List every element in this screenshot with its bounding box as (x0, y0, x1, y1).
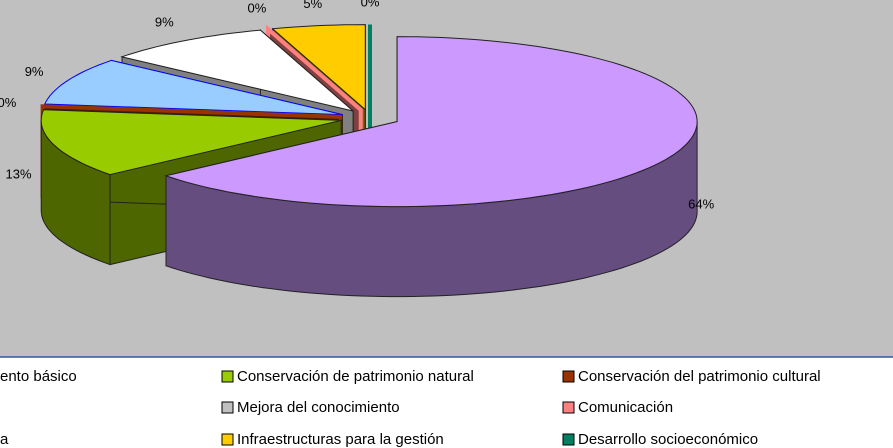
legend-label: Infraestructuras para la gestión (237, 431, 444, 448)
legend-label: ento básico (0, 368, 77, 385)
data-label: 0% (361, 0, 380, 10)
legend-swatch (221, 401, 234, 414)
slice-face (164, 36, 698, 208)
legend-label: Conservación del patrimonio cultural (578, 368, 821, 385)
legend-label: Comunicación (578, 399, 673, 416)
legend-swatch (562, 370, 575, 383)
legend-label: Desarrollo socioeconómico (578, 431, 758, 448)
legend-label: Conservación de patrimonio natural (237, 368, 474, 385)
data-label: 9% (155, 15, 174, 30)
legend-label: Mejora del conocimiento (237, 399, 400, 416)
data-label: 64% (688, 197, 714, 212)
data-label: 0% (248, 0, 267, 15)
legend-area (0, 357, 893, 448)
legend-swatch (221, 433, 234, 446)
legend-swatch (562, 401, 575, 414)
data-label: 5% (303, 0, 322, 11)
slice-face (120, 29, 354, 112)
pie-slice (164, 36, 698, 298)
legend-swatch (562, 433, 575, 446)
slice-face (40, 109, 342, 176)
data-label: 0% (0, 95, 17, 110)
slice-face (44, 59, 343, 116)
legend-swatch (221, 370, 234, 383)
data-label: 13% (6, 167, 32, 182)
data-label: 9% (25, 64, 44, 79)
slice-face (271, 24, 366, 111)
legend-label: a (0, 431, 9, 448)
